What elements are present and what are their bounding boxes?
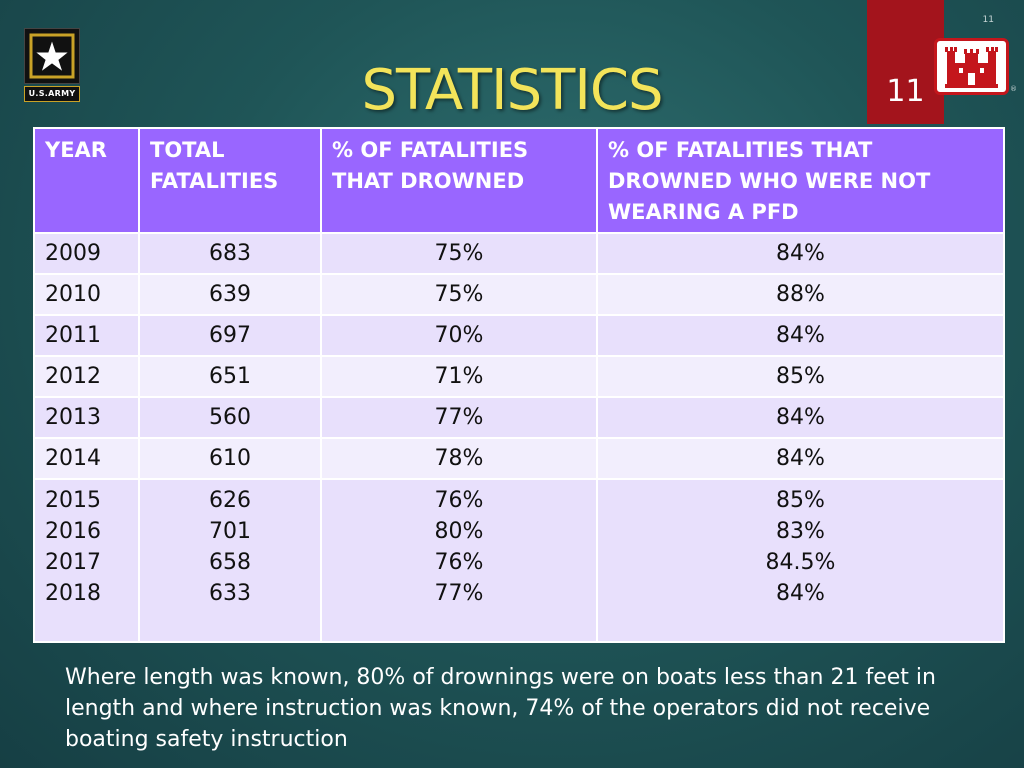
table-header-row: YEAR TOTAL FATALITIES % OF FATALITIES TH… [33,127,1005,234]
cell-years-group: 2015 2016 2017 2018 [33,478,140,643]
cell-total: 658 [209,550,251,575]
cell-no-pfd: 84.5% [765,550,836,575]
cell-year: 2015 [45,488,101,513]
page-title: STATISTICS [361,58,663,123]
table-row: 2010 639 75% 88% [33,273,1005,316]
cell-total: 639 [138,273,322,316]
cell-drowned: 76% [434,550,484,575]
cell-drowned: 75% [320,232,598,275]
army-logo-text: U.S.ARMY [24,86,80,102]
cell-total: 701 [209,519,251,544]
cell-no-pfd-group: 85% 83% 84.5% 84% [596,478,1005,643]
cell-year: 2009 [33,232,140,275]
cell-drowned: 77% [434,581,484,606]
cell-total: 633 [209,581,251,606]
slide-number-tab: 11 [867,0,944,124]
cell-drowned: 76% [434,488,484,513]
cell-no-pfd: 83% [776,519,825,544]
cell-drowned: 71% [320,355,598,398]
cell-no-pfd: 84% [596,437,1005,480]
cell-year: 2016 [45,519,101,544]
table-row: 2009 683 75% 84% [33,232,1005,275]
cell-total: 610 [138,437,322,480]
cell-no-pfd: 88% [596,273,1005,316]
cell-totals-group: 626 701 658 633 [138,478,322,643]
header-year: YEAR [33,127,140,234]
cell-drowned-group: 76% 80% 76% 77% [320,478,598,643]
cell-year: 2018 [45,581,101,606]
cell-drowned: 70% [320,314,598,357]
engineer-castle-icon [934,38,1009,95]
cell-no-pfd: 84% [596,232,1005,275]
us-army-logo: U.S.ARMY [24,28,80,102]
registered-mark: ® [1010,85,1017,93]
cell-total: 560 [138,396,322,439]
footnote-text: Where length was known, 80% of drownings… [65,665,936,752]
cell-year: 2011 [33,314,140,357]
corner-page-number: 11 [982,15,994,25]
cell-no-pfd: 85% [776,488,825,513]
table-row-grouped: 2015 2016 2017 2018 626 701 658 633 76% … [33,478,1005,643]
table-row: 2014 610 78% 84% [33,437,1005,480]
army-star-icon [24,28,80,84]
cell-drowned: 78% [320,437,598,480]
cell-no-pfd: 85% [596,355,1005,398]
cell-no-pfd: 84% [596,314,1005,357]
cell-no-pfd: 84% [596,396,1005,439]
cell-no-pfd: 84% [776,581,825,606]
cell-total: 651 [138,355,322,398]
slide-number: 11 [886,74,925,109]
cell-drowned: 80% [434,519,484,544]
cell-drowned: 75% [320,273,598,316]
cell-total: 683 [138,232,322,275]
cell-year: 2013 [33,396,140,439]
cell-year: 2014 [33,437,140,480]
cell-year: 2017 [45,550,101,575]
cell-total: 626 [209,488,251,513]
header-pct-no-pfd: % OF FATALITIES THAT DROWNED WHO WERE NO… [596,127,1005,234]
header-total-fatalities: TOTAL FATALITIES [138,127,322,234]
table-row: 2013 560 77% 84% [33,396,1005,439]
header-pct-drowned: % OF FATALITIES THAT DROWNED [320,127,598,234]
cell-year: 2010 [33,273,140,316]
fatality-statistics-table: YEAR TOTAL FATALITIES % OF FATALITIES TH… [33,127,1005,643]
table-row: 2011 697 70% 84% [33,314,1005,357]
cell-drowned: 77% [320,396,598,439]
cell-year: 2012 [33,355,140,398]
cell-total: 697 [138,314,322,357]
table-row: 2012 651 71% 85% [33,355,1005,398]
